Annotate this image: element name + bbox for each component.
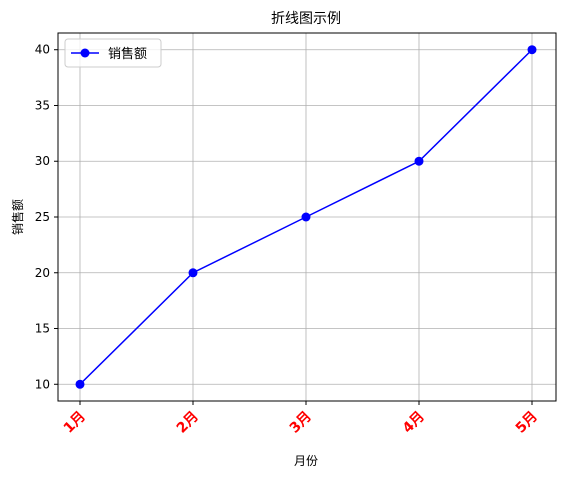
y-tick-label: 30 <box>35 154 50 168</box>
data-point <box>527 45 537 55</box>
chart-title: 折线图示例 <box>271 11 341 27</box>
x-tick-label: 1月 <box>61 409 89 437</box>
legend-box <box>64 38 162 68</box>
legend: 销售额 <box>64 38 162 68</box>
y-tick-label: 25 <box>35 210 50 224</box>
legend-point-marker <box>80 48 90 58</box>
y-tick-label: 20 <box>35 266 50 280</box>
legend-label: 销售额 <box>108 46 147 62</box>
data-point <box>414 156 424 166</box>
y-tick-label: 35 <box>35 98 50 112</box>
x-tick-label: 2月 <box>174 409 202 437</box>
x-tick-label: 5月 <box>513 409 541 437</box>
y-tick-label: 40 <box>35 43 50 57</box>
series-layer <box>75 45 537 389</box>
data-point <box>301 212 311 222</box>
data-point <box>75 379 85 389</box>
x-tick-label: 4月 <box>400 409 428 437</box>
x-tick-label: 3月 <box>287 409 315 437</box>
y-axis-title: 销售额 <box>10 199 25 235</box>
data-point <box>188 268 198 278</box>
y-tick-label: 10 <box>35 377 50 391</box>
y-axis-ticks: 10 15 20 25 30 35 40 <box>35 43 58 391</box>
y-tick-label: 15 <box>35 322 50 336</box>
x-axis-title: 月份 <box>294 454 318 468</box>
x-axis-ticks: 1月 2月 3月 4月 5月 <box>61 401 541 437</box>
